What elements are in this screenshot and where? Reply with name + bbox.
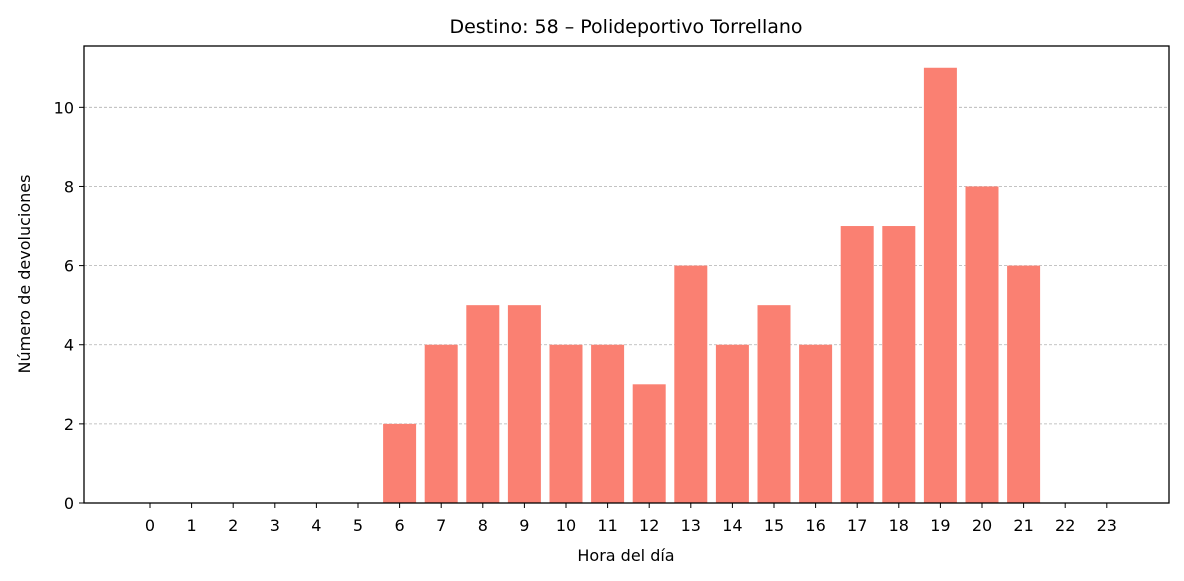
y-tick-label: 8: [64, 177, 74, 196]
x-tick-label: 12: [639, 516, 659, 535]
x-tick-label: 14: [722, 516, 742, 535]
gridlines: [84, 106, 1169, 425]
x-tick-label: 18: [889, 516, 909, 535]
bar-hour-9: [507, 305, 541, 503]
bar-hour-14: [715, 344, 749, 503]
y-tick-label: 10: [54, 98, 74, 117]
x-tick-label: 20: [972, 516, 992, 535]
x-tick-label: 16: [805, 516, 825, 535]
bar-hour-10: [549, 344, 583, 503]
x-tick-label: 13: [681, 516, 701, 535]
x-tick-label: 3: [270, 516, 280, 535]
plot-frame: [83, 45, 1170, 504]
x-tick-label: 2: [228, 516, 238, 535]
x-tick-label: 23: [1097, 516, 1117, 535]
bar-hour-6: [383, 423, 417, 503]
x-tick-label: 6: [395, 516, 405, 535]
bar-hour-13: [674, 265, 708, 503]
bar-hour-15: [757, 305, 791, 503]
bar-hour-18: [882, 226, 916, 503]
bar-hour-11: [591, 344, 625, 503]
x-tick-label: 5: [353, 516, 363, 535]
bar-hour-8: [466, 305, 500, 503]
x-tick-label: 21: [1013, 516, 1033, 535]
bar-hour-12: [632, 384, 666, 503]
chart-title: Destino: 58 – Polideportivo Torrellano: [449, 16, 802, 38]
x-axis-label: Hora del día: [577, 546, 674, 565]
bar-hour-7: [424, 344, 458, 503]
x-tick-label: 8: [478, 516, 488, 535]
bar-hour-20: [965, 186, 999, 503]
x-tick-label: 9: [519, 516, 529, 535]
bar-hour-19: [923, 67, 957, 503]
x-tick-label: 22: [1055, 516, 1075, 535]
bar-hour-21: [1007, 265, 1041, 503]
x-tick-label: 4: [311, 516, 321, 535]
x-tick-label: 15: [764, 516, 784, 535]
x-tick-label: 7: [436, 516, 446, 535]
bar-hour-17: [840, 226, 874, 503]
x-tick-label: 0: [145, 516, 155, 535]
y-tick-label: 0: [64, 494, 74, 513]
x-tick-label: 19: [930, 516, 950, 535]
y-tick-label: 6: [64, 257, 74, 276]
x-tick-label: 10: [556, 516, 576, 535]
x-tick-label: 17: [847, 516, 867, 535]
bar-hour-16: [799, 344, 833, 503]
bars: [383, 67, 1041, 503]
y-tick-label: 2: [64, 415, 74, 434]
y-axis-label: Número de devoluciones: [15, 175, 34, 374]
y-axis-ticks: 0 2 4 6 8 10: [54, 98, 84, 513]
y-tick-label: 4: [64, 336, 74, 355]
x-axis-ticks: 0 1 2 3 4 5 6 7 8 9 10 11 12 13 14 15 16 17 18 19 20 21 22 23: [145, 503, 1117, 535]
x-tick-label: 1: [187, 516, 197, 535]
x-tick-label: 11: [597, 516, 617, 535]
